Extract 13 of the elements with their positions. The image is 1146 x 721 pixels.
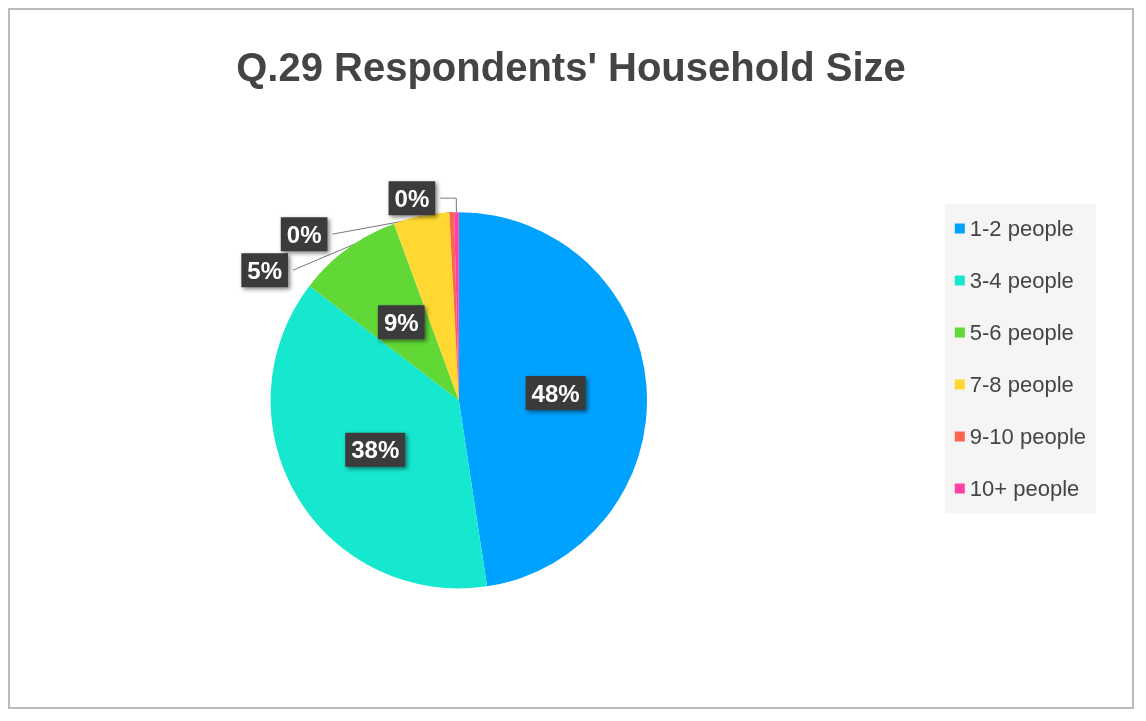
- legend-label: 3-4 people: [969, 268, 1074, 293]
- data-label: 0%: [286, 220, 322, 248]
- legend-label: 9-10 people: [969, 424, 1087, 449]
- legend-label: 1-2 people: [969, 216, 1074, 241]
- data-label: 0%: [394, 184, 430, 212]
- chart-title: Q.29 Respondents' Household Size: [236, 45, 906, 89]
- data-label: 9%: [383, 308, 419, 336]
- data-label: 5%: [247, 256, 283, 284]
- legend-label: 7-8 people: [969, 372, 1074, 397]
- data-label: 48%: [531, 379, 580, 407]
- legend-label: 10+ people: [969, 476, 1080, 501]
- data-label: 38%: [351, 436, 400, 464]
- legend-label: 5-6 people: [969, 320, 1074, 345]
